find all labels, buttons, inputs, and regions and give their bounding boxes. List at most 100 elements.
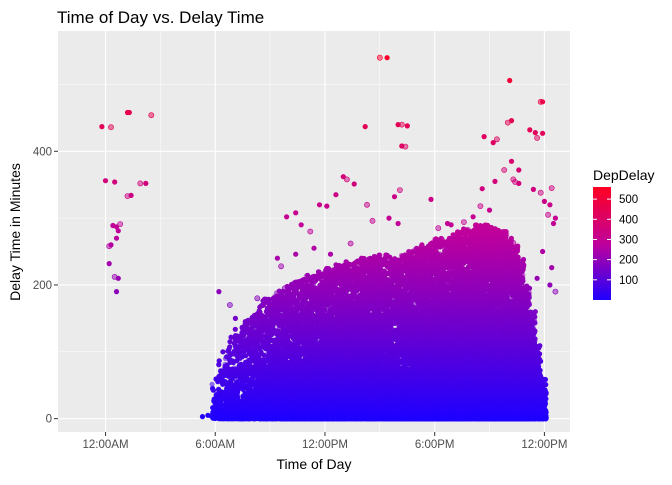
data-point — [310, 322, 315, 327]
data-point — [300, 305, 305, 310]
data-point — [282, 317, 287, 322]
data-point — [249, 358, 254, 363]
data-point — [305, 371, 310, 376]
data-point — [316, 396, 321, 401]
data-point — [271, 368, 276, 373]
data-point — [311, 286, 316, 291]
data-point — [294, 378, 299, 383]
data-point — [220, 349, 225, 354]
data-point — [216, 362, 221, 367]
data-point — [254, 391, 259, 396]
data-point — [310, 275, 315, 280]
data-point — [265, 396, 270, 401]
data-point — [243, 345, 248, 350]
data-point — [283, 333, 288, 338]
data-point — [260, 333, 265, 338]
data-point — [316, 301, 321, 306]
data-point — [249, 340, 254, 345]
data-point — [317, 365, 322, 370]
data-point — [266, 373, 271, 378]
data-point — [223, 372, 228, 377]
data-point — [233, 327, 238, 332]
data-point — [255, 414, 260, 419]
data-point — [226, 383, 231, 388]
data-point — [316, 322, 321, 327]
data-point — [277, 387, 282, 392]
data-point — [266, 358, 271, 363]
data-point — [248, 367, 253, 372]
data-point — [288, 354, 293, 359]
data-point — [277, 300, 282, 305]
data-point — [237, 349, 242, 354]
data-point — [227, 392, 232, 397]
data-point — [283, 357, 288, 362]
data-point — [220, 411, 225, 416]
data-point — [238, 401, 243, 406]
data-point — [255, 385, 260, 390]
data-point — [211, 388, 216, 393]
data-point — [265, 346, 270, 351]
data-point — [310, 343, 315, 348]
data-point — [283, 348, 288, 353]
data-point — [272, 360, 277, 365]
data-point — [316, 334, 321, 339]
data-point — [282, 402, 287, 407]
data-point — [227, 351, 232, 356]
data-point — [255, 312, 260, 317]
data-point — [288, 381, 293, 386]
data-point — [278, 355, 283, 360]
data-point — [233, 404, 238, 409]
data-point — [293, 280, 298, 285]
data-point — [300, 377, 305, 382]
data-point — [226, 366, 231, 371]
data-point — [254, 399, 259, 404]
data-point — [266, 339, 271, 344]
data-point — [238, 411, 243, 416]
data-point — [231, 387, 236, 392]
data-point — [277, 306, 282, 311]
data-point — [315, 415, 320, 420]
data-point — [294, 286, 299, 291]
data-point — [305, 398, 310, 403]
data-point — [233, 374, 238, 379]
data-point — [277, 408, 282, 413]
data-point — [226, 347, 231, 352]
data-point — [305, 310, 310, 315]
data-point — [277, 313, 282, 318]
data-point — [222, 379, 227, 384]
data-point — [283, 300, 288, 305]
data-point — [251, 348, 256, 353]
data-point — [310, 295, 315, 300]
data-point — [300, 314, 305, 319]
data-point — [210, 382, 215, 387]
data-point — [265, 319, 270, 324]
data-point — [317, 276, 322, 281]
data-point — [315, 350, 320, 355]
data-point — [232, 391, 237, 396]
data-point — [288, 390, 293, 395]
data-point — [238, 416, 243, 421]
data-point — [266, 310, 271, 315]
data-point — [305, 325, 310, 330]
data-point — [282, 321, 287, 326]
data-point — [293, 314, 298, 319]
data-point — [276, 331, 281, 336]
chart-title: Time of Day vs. Delay Time — [57, 8, 264, 27]
data-point — [226, 402, 231, 407]
data-point — [316, 269, 321, 274]
data-point — [250, 391, 255, 396]
data-point — [259, 365, 264, 370]
data-point — [288, 302, 293, 307]
data-point — [215, 398, 220, 403]
data-point — [243, 385, 248, 390]
data-point — [293, 301, 298, 306]
data-point — [293, 308, 298, 313]
data-point — [298, 359, 303, 364]
data-point — [256, 338, 261, 343]
data-point — [304, 415, 309, 420]
data-point — [233, 345, 238, 350]
data-point — [215, 379, 220, 384]
data-point — [223, 362, 228, 367]
